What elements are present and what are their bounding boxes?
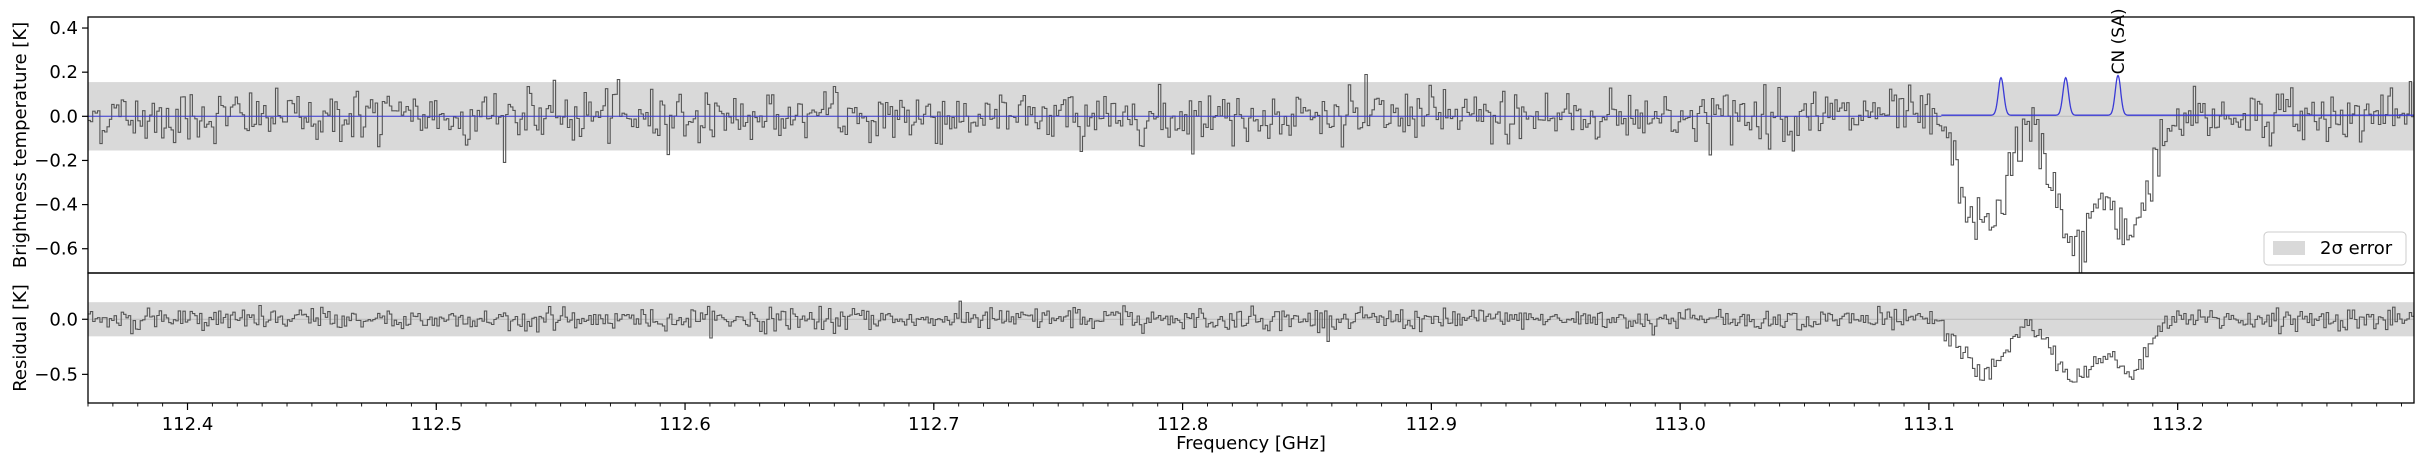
- x-tick-label: 112.9: [1406, 414, 1458, 435]
- residual-ylabel: Residual [K]: [10, 284, 31, 392]
- y-tick-label: −0.6: [34, 239, 78, 260]
- x-tick-label: 112.8: [1157, 414, 1209, 435]
- residual-panel: 0.0−0.5 112.4 112.5 112.6 112.7 112.8 112.9 11…: [10, 272, 2415, 454]
- spectrum-plot: [88, 73, 2414, 273]
- x-tick-label: 112.4: [162, 414, 214, 435]
- residual-spectrum: [88, 300, 2414, 383]
- x-tick-label: 113.2: [2152, 414, 2204, 435]
- y-tick-label: 0.4: [49, 18, 78, 39]
- y-tick-label: −0.4: [34, 195, 78, 216]
- spectrum-panel: 0.4 0.2 0.0 −0.2 −0.4 −0.6 Brightness tempera…: [10, 8, 2415, 274]
- residual-axes-frame: [87, 272, 2415, 404]
- x-tick-label: 112.6: [659, 414, 711, 435]
- residual-y-ticks: 0.0 −0.5: [34, 309, 88, 385]
- spectrum-ylabel: Brightness temperature [K]: [10, 22, 31, 268]
- spectrum-y-ticks: 0.4 0.2 0.0 −0.2 −0.4 −0.6: [34, 18, 88, 260]
- y-tick-label: 0.0: [49, 106, 78, 127]
- y-tick-label: 0.0: [49, 309, 78, 330]
- legend: 2σ error: [2263, 231, 2407, 266]
- y-tick-label: −0.2: [34, 150, 78, 171]
- x-tick-label: 113.0: [1654, 414, 1706, 435]
- residual-plot: [88, 300, 2414, 383]
- x-tick-label: 113.1: [1903, 414, 1955, 435]
- legend-swatch-error-band: [2273, 241, 2305, 255]
- legend-label: 2σ error: [2320, 238, 2393, 259]
- legend-frame: [2263, 231, 2407, 266]
- observed-spectrum: [88, 73, 2414, 273]
- x-ticks: 112.4 112.5 112.6 112.7 112.8 112.9 113.0 113.1…: [87, 403, 2403, 435]
- x-tick-label: 112.5: [411, 414, 463, 435]
- x-tick-label: 112.7: [908, 414, 960, 435]
- xlabel: Frequency [GHz]: [1176, 433, 1326, 454]
- model-spectrum: [1941, 74, 2414, 116]
- line-annotation: CN (SA): [2109, 8, 2129, 74]
- y-tick-label: −0.5: [34, 364, 78, 385]
- y-tick-label: 0.2: [49, 62, 78, 83]
